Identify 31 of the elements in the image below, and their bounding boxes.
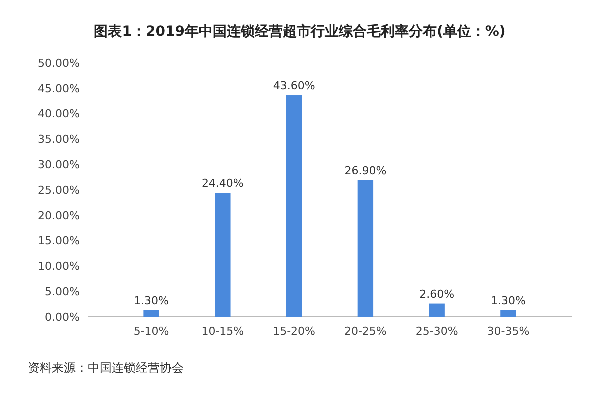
data-label: 43.60% xyxy=(273,80,316,93)
x-tick-label: 15-20% xyxy=(273,325,316,338)
x-tick-label: 10-15% xyxy=(202,325,244,338)
x-tick-label: 5-10% xyxy=(134,325,170,338)
data-label: 24.40% xyxy=(202,177,244,190)
x-tick-label: 30-35% xyxy=(487,325,530,338)
y-tick-label: 25.00% xyxy=(38,184,80,197)
y-tick-label: 10.00% xyxy=(38,260,80,274)
chart-title: 图表1：2019年中国连锁经营超市行业综合毛利率分布(单位：%) xyxy=(94,23,506,40)
data-label: 26.90% xyxy=(344,164,387,178)
y-tick-label: 15.00% xyxy=(38,234,80,248)
bar xyxy=(500,310,516,317)
bar xyxy=(358,180,374,317)
data-label: 2.60% xyxy=(420,288,455,301)
y-tick-label: 20.00% xyxy=(38,209,80,222)
y-tick-label: 5.00% xyxy=(45,285,80,298)
data-label: 1.30% xyxy=(134,294,170,308)
y-tick-label: 30.00% xyxy=(38,158,80,172)
bar xyxy=(286,96,302,317)
text: 资料来源：中国连锁经营协会 xyxy=(28,361,184,375)
bar xyxy=(215,193,231,317)
x-tick-label: 25-30% xyxy=(416,325,458,338)
bar xyxy=(144,310,160,317)
bar xyxy=(429,304,445,317)
data-label: 1.30% xyxy=(490,294,526,308)
x-tick-label: 20-25% xyxy=(344,325,387,338)
y-tick-label: 50.00% xyxy=(38,56,80,70)
y-tick-label: 45.00% xyxy=(38,82,80,96)
y-tick-label: 35.00% xyxy=(38,133,80,146)
y-tick-label: 40.00% xyxy=(38,108,80,121)
y-tick-label: 0.00% xyxy=(45,310,80,324)
